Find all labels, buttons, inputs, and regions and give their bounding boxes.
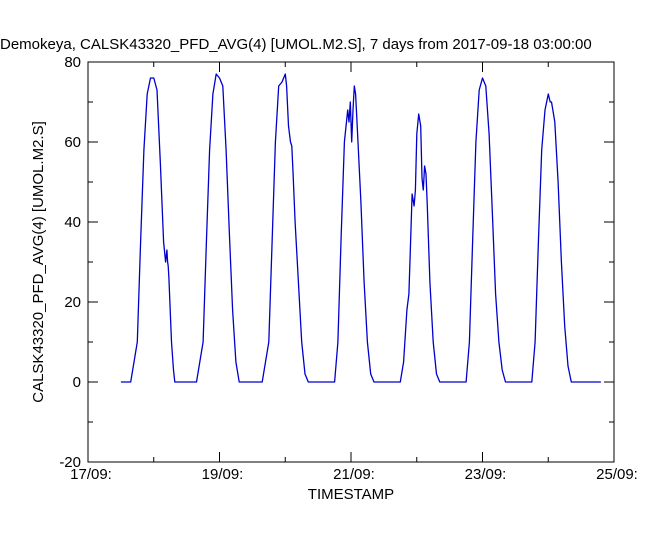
x-tick-label: 23/09: <box>465 466 507 483</box>
y-axis-label: CALSK43320_PFD_AVG(4) [UMOL.M2.S] <box>30 121 47 403</box>
x-tick-label: 25/09: <box>596 466 638 483</box>
y-tick-label: 80 <box>64 54 81 71</box>
x-tick-label: 17/09: <box>70 466 112 483</box>
y-tick-label: -20 <box>59 454 81 471</box>
chart-title: Demokeya, CALSK43320_PFD_AVG(4) [UMOL.M2… <box>0 36 592 53</box>
y-tick-label: 0 <box>73 374 81 391</box>
x-tick-label: 21/09: <box>333 466 375 483</box>
y-tick-label: 20 <box>64 294 81 311</box>
axis-ticks <box>87 61 615 463</box>
x-tick-label: 19/09: <box>202 466 244 483</box>
y-tick-label: 40 <box>64 214 81 231</box>
series-group <box>120 73 601 383</box>
y-tick-label: 60 <box>64 134 81 151</box>
x-axis-label: TIMESTAMP <box>308 486 394 503</box>
series-line <box>120 73 601 383</box>
axis-tick-labels: -20 0 20 40 60 80 17/09: 19/09: 21/09: 23/09: 25/0… <box>59 54 638 483</box>
